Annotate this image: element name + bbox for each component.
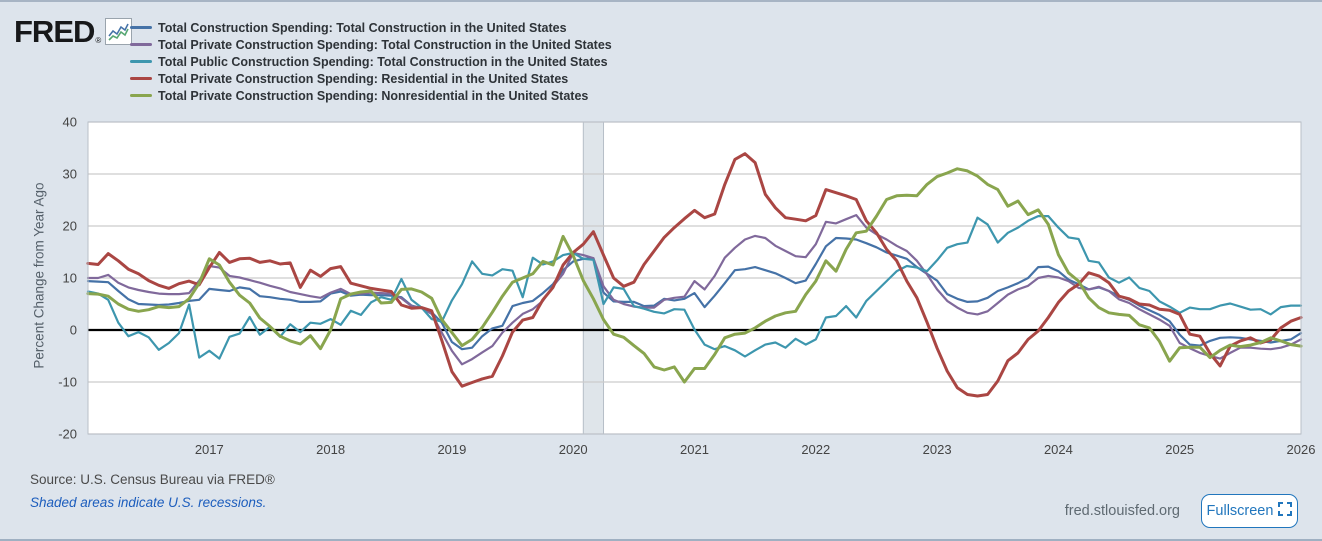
x-tick-label: 2020	[559, 442, 588, 457]
series-line-4	[86, 167, 1303, 384]
fullscreen-button-label: Fullscreen	[1206, 503, 1274, 519]
chart-legend: Total Construction Spending: Total Const…	[130, 19, 612, 104]
x-tick-label: 2018	[316, 442, 345, 457]
fred-sparkline-icon	[105, 18, 133, 45]
x-tick-label: 2022	[801, 442, 830, 457]
legend-label-public-total: Total Public Construction Spending: Tota…	[158, 54, 608, 69]
legend-label-nonresidential: Total Private Construction Spending: Non…	[158, 88, 589, 103]
series-line-3	[86, 152, 1303, 398]
y-tick-label: 0	[70, 323, 77, 338]
legend-item: Total Construction Spending: Total Const…	[130, 19, 612, 36]
legend-swatch-public-total	[130, 60, 152, 63]
series-line-1	[86, 214, 1303, 366]
legend-label-total: Total Construction Spending: Total Const…	[158, 20, 567, 35]
source-text: Source: U.S. Census Bureau via FRED®	[30, 472, 275, 487]
fullscreen-button[interactable]: Fullscreen	[1201, 494, 1298, 528]
legend-swatch-nonresidential	[130, 94, 152, 97]
fred-logo-text: FRED	[14, 14, 95, 49]
x-tick-label: 2023	[923, 442, 952, 457]
legend-item: Total Private Construction Spending: Res…	[130, 70, 612, 87]
x-tick-label: 2026	[1287, 442, 1316, 457]
legend-swatch-residential	[130, 77, 152, 80]
legend-item: Total Private Construction Spending: Tot…	[130, 36, 612, 53]
widget-bottom-border	[0, 539, 1322, 541]
x-tick-label: 2021	[680, 442, 709, 457]
series-line-2	[86, 215, 1303, 360]
legend-item: Total Public Construction Spending: Tota…	[130, 53, 612, 70]
legend-swatch-private-total	[130, 43, 152, 46]
fred-logo: FRED ®	[14, 14, 133, 49]
y-tick-label: -20	[58, 427, 77, 442]
x-tick-label: 2019	[437, 442, 466, 457]
x-tick-label: 2024	[1044, 442, 1073, 457]
legend-item: Total Private Construction Spending: Non…	[130, 87, 612, 104]
y-tick-label: 10	[63, 271, 77, 286]
fred-site-link[interactable]: fred.stlouisfed.org	[1064, 503, 1180, 519]
recession-note-link[interactable]: Shaded areas indicate U.S. recessions.	[30, 495, 267, 510]
construction-spending-line-chart[interactable]: 40 30 20 10 0 -10 -20 2017 2018 2019 2020 2021 2022 2…	[0, 2, 1322, 467]
plot-frame	[87, 121, 1302, 435]
fred-logo-registered-mark: ®	[95, 36, 102, 45]
legend-label-residential: Total Private Construction Spending: Res…	[158, 71, 569, 86]
y-tick-label: 20	[63, 219, 77, 234]
legend-label-private-total: Total Private Construction Spending: Tot…	[158, 37, 612, 52]
x-tick-label: 2025	[1165, 442, 1194, 457]
y-tick-label: -10	[58, 375, 77, 390]
x-tick-label: 2017	[195, 442, 224, 457]
fullscreen-expand-icon	[1278, 502, 1293, 520]
legend-swatch-total	[130, 26, 152, 29]
y-tick-label: 40	[63, 115, 77, 130]
y-tick-label: 30	[63, 167, 77, 182]
